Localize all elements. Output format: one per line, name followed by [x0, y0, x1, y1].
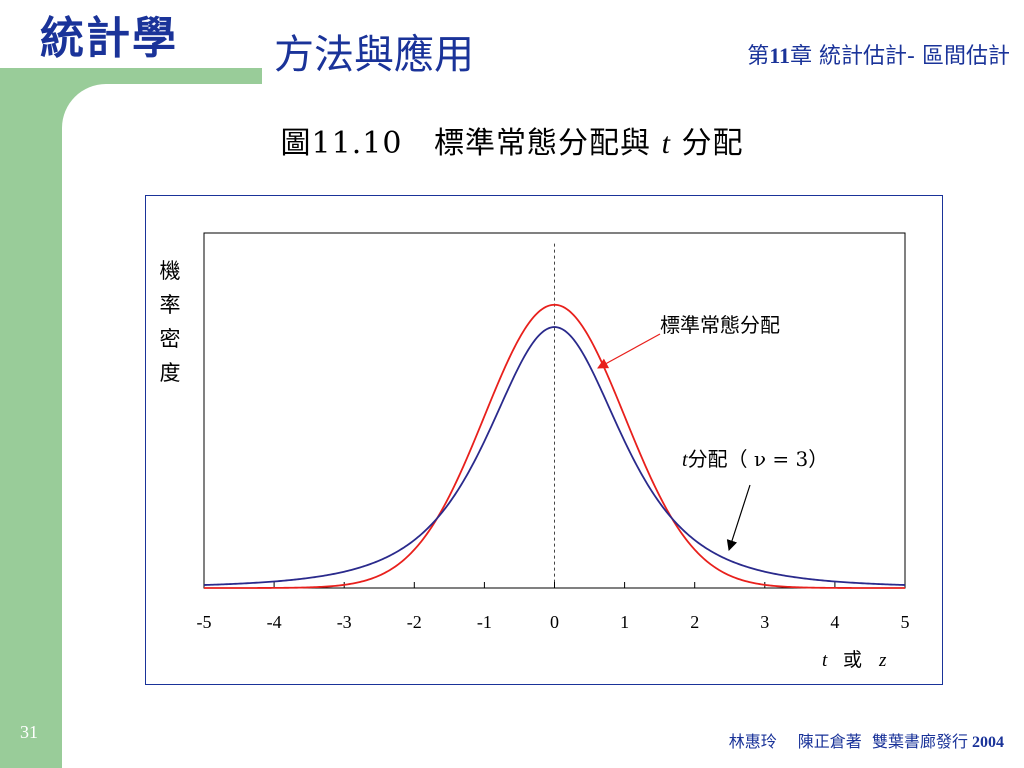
green-frame-left — [0, 68, 62, 768]
frame-rounded-corner — [62, 84, 150, 172]
chapter-suffix: 章 統計估計- 區間估計 — [790, 44, 1010, 69]
chapter-number: 11 — [769, 43, 791, 68]
annotation-normal-arrow — [597, 333, 661, 369]
x-tick-label: 1 — [620, 612, 629, 632]
x-tick-label: -1 — [477, 612, 492, 632]
book-title: 統計學 — [40, 13, 178, 64]
x-axis-label-z: z — [878, 650, 887, 671]
series-line-normal — [204, 303, 905, 589]
figure-title: 圖11.10 標準常態分配與 t 分配 — [0, 118, 1024, 162]
slide-number: 31 — [20, 722, 38, 742]
footer-year: 2004 — [972, 734, 1004, 751]
annotation-t-text: 分配（ — [688, 447, 748, 471]
figure-label: 圖11.10 — [280, 126, 403, 161]
annotation-t-df: 3 — [789, 447, 808, 471]
x-tick-label: 4 — [830, 612, 839, 632]
annotation-t-arrow — [726, 484, 751, 552]
x-axis-label-or: 或 — [843, 649, 862, 671]
series-line-t — [203, 326, 906, 586]
figure-title-part1: 標準常態分配與 — [434, 126, 652, 161]
x-tick-label: -3 — [337, 612, 352, 632]
figure-title-italic: t — [661, 127, 671, 160]
footer-credit: 林惠玲 陳正倉著 雙葉書廊發行 2004 — [729, 728, 1004, 752]
x-tick-label: 2 — [690, 612, 699, 632]
annotation-t-italic: t — [682, 449, 688, 471]
annotation-t-close: ） — [808, 447, 828, 471]
annotation-t-label: t分配（ ν = 3） — [682, 447, 828, 471]
chapter-title: 第11章 統計估計- 區間估計 — [747, 38, 1010, 70]
chapter-prefix: 第 — [747, 44, 770, 69]
annotation-normal-label: 標準常態分配 — [660, 313, 780, 337]
book-subtitle: 方法與應用 — [274, 32, 474, 78]
x-tick-label: 5 — [901, 612, 910, 632]
footer-publisher: 雙葉書廊發行 — [871, 732, 968, 751]
green-frame-band — [0, 68, 262, 84]
x-tick-label: -4 — [267, 612, 282, 632]
x-axis-label-t: t — [822, 650, 828, 671]
chart-container: -5 -4 -3 -2 -1 0 1 2 3 4 5 t 或 z 標準常態分配 t分配（ ν = 3） 機率密… — [145, 195, 943, 685]
annotation-t-nu: ν — [748, 447, 767, 471]
y-axis-label: 機率密度 — [159, 259, 181, 385]
x-tick-label: -5 — [197, 612, 212, 632]
annotation-t-eq: = — [766, 447, 789, 471]
figure-title-part2: 分配 — [681, 126, 744, 161]
x-tick-label: 3 — [760, 612, 769, 632]
x-tick-label: -2 — [407, 612, 422, 632]
footer-authors: 林惠玲 陳正倉著 — [728, 732, 862, 751]
x-tick-label: 0 — [550, 612, 559, 632]
